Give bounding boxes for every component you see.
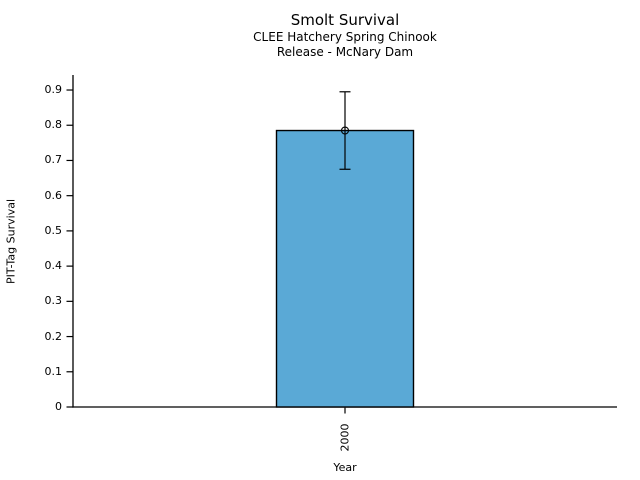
y-tick-label: 0.7 (44, 153, 63, 167)
y-tick-label: 0.8 (44, 118, 63, 132)
y-tick-label: 0.6 (44, 188, 63, 202)
y-tick-label: 0.9 (44, 83, 63, 97)
x-axis-label: Year (333, 461, 357, 474)
y-tick-label: 0.3 (44, 294, 63, 308)
chart-subtitle-line2: Release - McNary Dam (276, 45, 414, 59)
chart-title: Smolt Survival (290, 11, 400, 29)
chart-subtitle-line1: CLEE Hatchery Spring Chinook (253, 30, 437, 44)
y-tick-label: 0.1 (44, 364, 63, 378)
y-tick-label: 0.5 (44, 223, 63, 237)
y-axis-label: PIT-Tag Survival (4, 199, 18, 285)
x-tick-label: 2000 (338, 423, 352, 452)
y-tick-label: 0 (55, 400, 62, 413)
y-tick-label: 0.4 (44, 259, 63, 273)
open-circle-marker (340, 126, 350, 135)
bar (275, 129, 415, 408)
y-tick-label: 0.2 (44, 329, 63, 343)
